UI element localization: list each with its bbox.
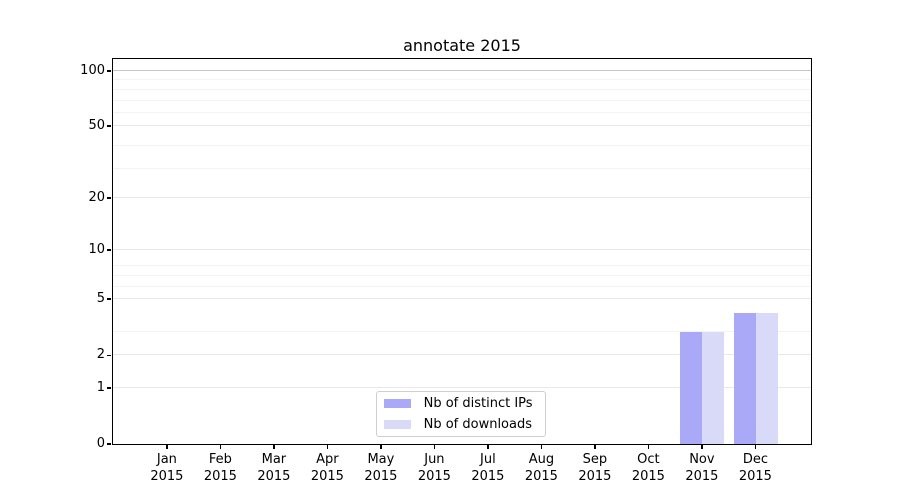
x-tick-label: Jun 2015 — [404, 452, 464, 485]
x-tick-label: May 2015 — [351, 452, 411, 485]
x-tick-month: May — [367, 452, 395, 467]
y-tick-label: 2 — [96, 347, 105, 363]
major-gridline — [112, 387, 811, 389]
x-tick-year: 2015 — [310, 468, 344, 484]
x-tick-year: 2015 — [685, 468, 719, 484]
minor-gridline — [112, 88, 811, 90]
y-tick-label: 100 — [80, 62, 105, 78]
minor-gridline — [112, 112, 811, 114]
legend-swatch-distinct-ips — [383, 398, 411, 408]
y-tick-mark — [106, 443, 112, 445]
x-tick-label: Sep 2015 — [565, 452, 625, 485]
x-tick-year: 2015 — [257, 468, 291, 484]
x-tick-mark — [273, 445, 275, 450]
y-tick-label: 50 — [88, 118, 105, 134]
x-tick-month: Nov — [689, 452, 715, 467]
y-tick-mark — [106, 197, 112, 199]
major-gridline — [112, 196, 811, 198]
x-tick-year: 2015 — [524, 468, 558, 484]
major-gridline — [112, 69, 811, 71]
x-tick-mark — [487, 445, 489, 450]
x-tick-year: 2015 — [471, 468, 505, 484]
minor-gridline — [112, 168, 811, 170]
bar-downloads-dec-2015 — [755, 313, 778, 444]
bar-distinct-ips-nov-2015 — [680, 331, 703, 444]
legend-item-downloads: Nb of downloads — [383, 414, 545, 435]
x-tick-label: Nov 2015 — [672, 452, 732, 485]
x-tick-mark — [326, 445, 329, 450]
legend-item-distinct-ips: Nb of distinct IPs — [383, 393, 545, 414]
major-gridline — [112, 125, 811, 127]
y-tick-mark — [106, 387, 112, 389]
y-tick-mark — [106, 298, 112, 300]
minor-gridline — [112, 274, 811, 276]
x-tick-mark — [754, 445, 757, 450]
bar-downloads-nov-2015 — [702, 331, 725, 444]
minor-gridline — [112, 331, 811, 333]
y-tick-label: 10 — [88, 242, 105, 258]
minor-gridline — [112, 144, 811, 146]
y-tick-mark — [106, 354, 112, 356]
x-tick-year: 2015 — [364, 468, 398, 484]
x-tick-mark — [540, 445, 543, 450]
major-gridline — [112, 249, 811, 251]
x-tick-label: Jul 2015 — [458, 452, 518, 485]
x-tick-label: Oct 2015 — [618, 452, 678, 485]
y-tick-mark — [106, 125, 112, 127]
x-tick-month: Oct — [637, 452, 660, 467]
legend-label-distinct-ips: Nb of distinct IPs — [423, 395, 533, 411]
x-tick-mark — [433, 445, 436, 450]
x-tick-year: 2015 — [631, 468, 665, 484]
y-tick-label: 20 — [88, 189, 105, 205]
minor-gridline — [112, 79, 811, 81]
plot-area: Nb of distinct IPs Nb of downloads — [111, 57, 812, 445]
x-tick-label: Apr 2015 — [297, 452, 357, 485]
major-gridline — [112, 298, 811, 300]
y-tick-mark — [106, 249, 112, 251]
legend: Nb of distinct IPs Nb of downloads — [375, 390, 546, 437]
x-tick-label: Jan 2015 — [137, 452, 197, 485]
x-tick-year: 2015 — [417, 468, 451, 484]
x-tick-label: Mar 2015 — [244, 452, 304, 485]
x-tick-month: Sep — [582, 452, 608, 467]
y-tick-mark — [106, 70, 112, 72]
x-tick-month: Jan — [156, 452, 177, 467]
minor-gridline — [112, 285, 811, 287]
y-tick-label: 0 — [96, 436, 105, 451]
x-tick-mark — [219, 445, 222, 450]
x-tick-month: Mar — [261, 452, 287, 467]
y-tick-label: 5 — [96, 291, 105, 307]
minor-gridline — [112, 265, 811, 267]
minor-gridline — [112, 99, 811, 101]
x-tick-year: 2015 — [578, 468, 612, 484]
legend-label-downloads: Nb of downloads — [423, 416, 532, 432]
legend-swatch-downloads — [383, 419, 411, 429]
x-tick-mark — [647, 445, 650, 450]
x-tick-month: Jul — [480, 452, 496, 467]
x-tick-mark — [166, 445, 168, 450]
x-tick-mark — [701, 445, 703, 450]
x-tick-label: Aug 2015 — [511, 452, 571, 485]
x-tick-label: Feb 2015 — [190, 452, 250, 485]
x-tick-month: Aug — [528, 452, 555, 467]
x-tick-mark — [380, 445, 382, 450]
x-tick-month: Feb — [208, 452, 232, 467]
x-tick-month: Dec — [742, 452, 768, 467]
x-tick-month: Jun — [424, 452, 445, 467]
x-tick-year: 2015 — [203, 468, 237, 484]
x-tick-month: Apr — [316, 452, 339, 467]
y-tick-label: 1 — [96, 379, 105, 395]
x-tick-year: 2015 — [150, 468, 184, 484]
x-tick-mark — [594, 445, 596, 450]
x-tick-label: Dec 2015 — [725, 452, 785, 485]
bar-distinct-ips-dec-2015 — [733, 313, 756, 444]
major-gridline — [112, 354, 811, 356]
chart-title: annotate 2015 — [403, 36, 521, 55]
x-tick-year: 2015 — [738, 468, 772, 484]
